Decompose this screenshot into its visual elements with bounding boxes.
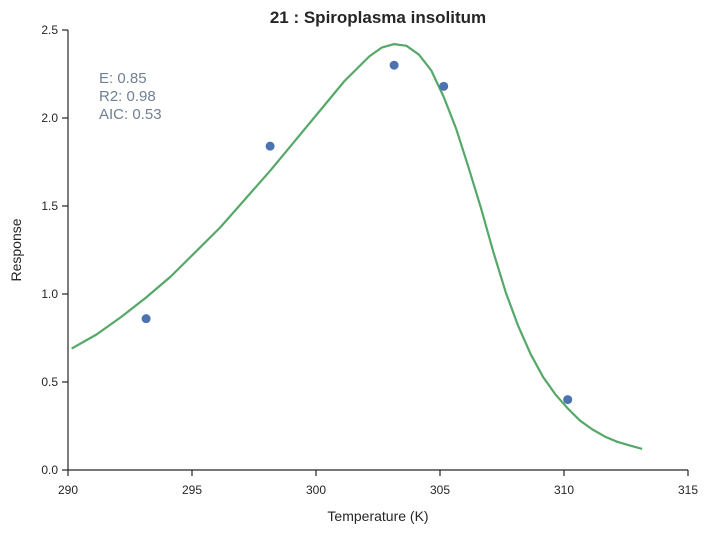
y-axis-label: Response bbox=[8, 218, 24, 281]
x-tick-label: 295 bbox=[182, 483, 202, 497]
annotation-r2: R2: 0.98 bbox=[99, 88, 156, 105]
fit-annotations: E: 0.85 R2: 0.98 AIC: 0.53 bbox=[99, 70, 162, 123]
y-tick-label: 1.5 bbox=[41, 199, 58, 213]
y-ticks: 0.0 0.5 1.0 1.5 2.0 2.5 bbox=[41, 23, 68, 477]
chart-title: 21 : Spiroplasma insolitum bbox=[270, 8, 486, 27]
x-tick-label: 290 bbox=[58, 483, 78, 497]
x-tick-label: 305 bbox=[430, 483, 450, 497]
series-layer bbox=[71, 42, 643, 450]
y-tick-label: 2.5 bbox=[41, 23, 58, 37]
y-tick-label: 0.5 bbox=[41, 375, 58, 389]
y-tick-label: 1.0 bbox=[41, 287, 58, 301]
axes bbox=[67, 30, 688, 471]
x-tick-label: 315 bbox=[678, 483, 698, 497]
y-tick-label: 0.0 bbox=[41, 463, 58, 477]
x-ticks: 290 295 300 305 310 315 bbox=[58, 470, 698, 497]
x-tick-label: 310 bbox=[554, 483, 574, 497]
y-tick-label: 2.0 bbox=[41, 111, 58, 125]
x-axis-label: Temperature (K) bbox=[327, 508, 428, 524]
data-point bbox=[439, 81, 449, 91]
x-tick-label: 300 bbox=[306, 483, 326, 497]
annotation-aic: AIC: 0.53 bbox=[99, 106, 162, 123]
data-point bbox=[563, 395, 573, 405]
data-point bbox=[389, 60, 399, 70]
data-point bbox=[265, 141, 275, 151]
annotation-e: E: 0.85 bbox=[99, 70, 147, 87]
fit-curve bbox=[71, 42, 643, 450]
data-point bbox=[141, 314, 151, 324]
